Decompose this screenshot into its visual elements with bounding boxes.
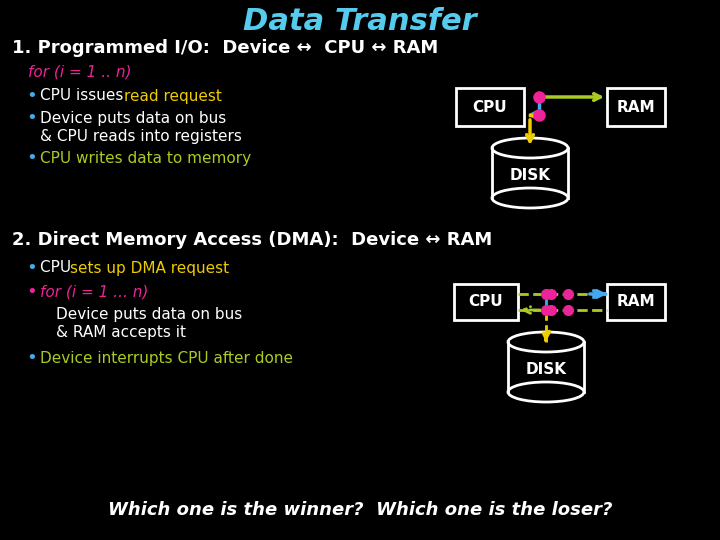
Text: sets up DMA request: sets up DMA request bbox=[70, 260, 229, 275]
Bar bbox=[454, 284, 518, 320]
Text: Which one is the winner?  Which one is the loser?: Which one is the winner? Which one is th… bbox=[108, 501, 612, 519]
Text: & RAM accepts it: & RAM accepts it bbox=[56, 325, 186, 340]
Text: CPU issues: CPU issues bbox=[40, 89, 128, 104]
Text: •: • bbox=[26, 87, 37, 105]
Text: 1. Programmed I/O:  Device ↔  CPU ↔ RAM: 1. Programmed I/O: Device ↔ CPU ↔ RAM bbox=[12, 39, 438, 57]
Bar bbox=[607, 88, 665, 126]
Text: Device interrupts CPU after done: Device interrupts CPU after done bbox=[40, 350, 293, 366]
Text: DISK: DISK bbox=[510, 168, 551, 184]
Text: DISK: DISK bbox=[526, 362, 567, 377]
Text: for (i = 1 .. n): for (i = 1 .. n) bbox=[28, 64, 132, 79]
Text: Device puts data on bus: Device puts data on bus bbox=[40, 111, 226, 125]
Text: CPU: CPU bbox=[469, 294, 503, 309]
Text: read request: read request bbox=[124, 89, 222, 104]
Text: RAM: RAM bbox=[617, 294, 655, 309]
Text: for (i = 1 ... n): for (i = 1 ... n) bbox=[40, 285, 148, 300]
Bar bbox=[456, 88, 524, 126]
Text: 2. Direct Memory Access (DMA):  Device ↔ RAM: 2. Direct Memory Access (DMA): Device ↔ … bbox=[12, 231, 492, 249]
Text: •: • bbox=[26, 259, 37, 277]
Text: CPU: CPU bbox=[40, 260, 76, 275]
Text: •: • bbox=[26, 283, 37, 301]
Text: •: • bbox=[26, 109, 37, 127]
Text: Device puts data on bus: Device puts data on bus bbox=[56, 307, 242, 321]
Text: CPU: CPU bbox=[473, 99, 508, 114]
Text: RAM: RAM bbox=[617, 99, 655, 114]
Text: •: • bbox=[26, 349, 37, 367]
Text: •: • bbox=[26, 149, 37, 167]
Text: CPU writes data to memory: CPU writes data to memory bbox=[40, 151, 251, 165]
Text: Data Transfer: Data Transfer bbox=[243, 8, 477, 37]
Bar bbox=[607, 284, 665, 320]
Text: & CPU reads into registers: & CPU reads into registers bbox=[40, 129, 242, 144]
